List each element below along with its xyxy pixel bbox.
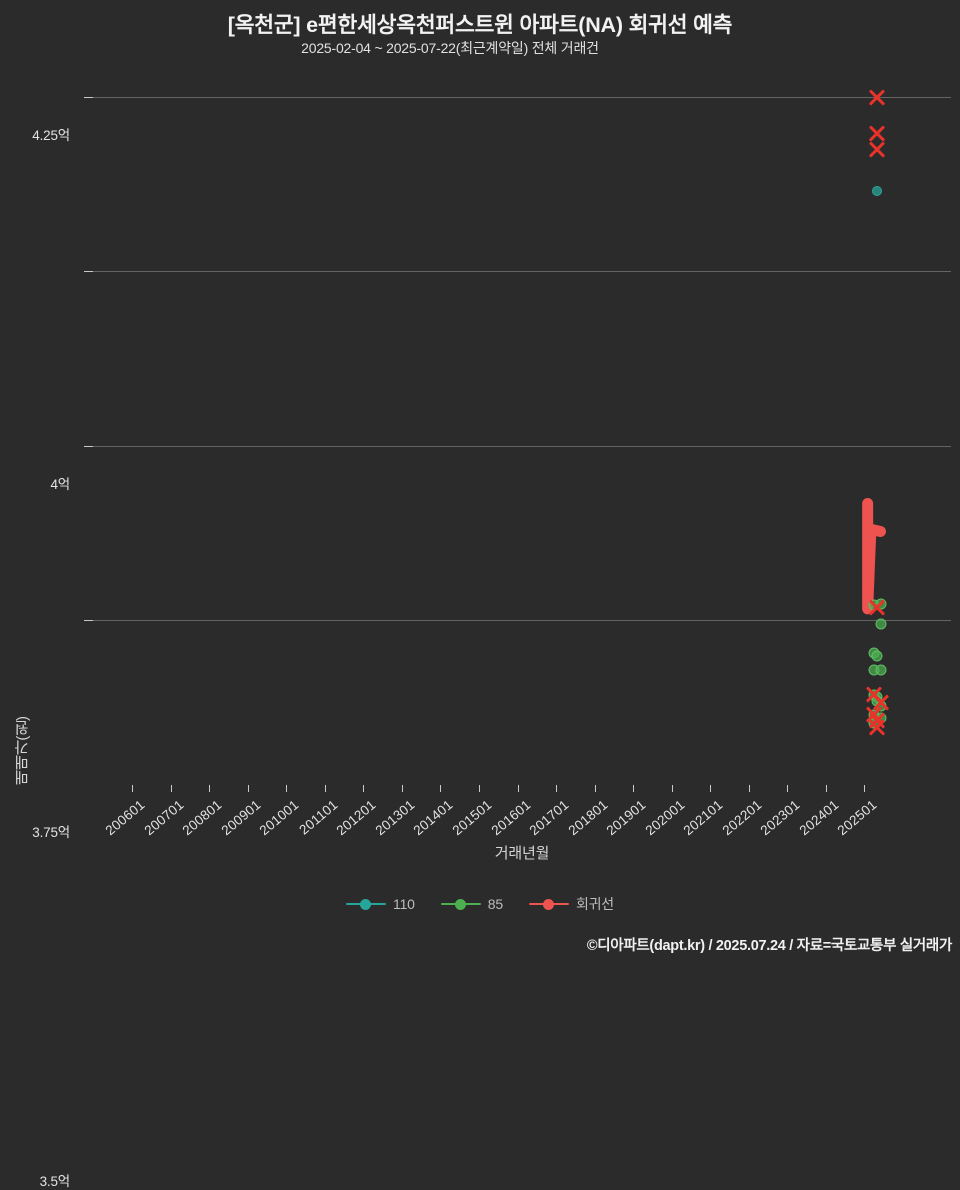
legend-swatch-icon bbox=[346, 897, 387, 911]
y-tick-mark: 3.5억 bbox=[40, 620, 93, 1189]
x-tick-mark bbox=[787, 785, 789, 792]
y-tick-label: 4.25억 bbox=[32, 128, 70, 143]
x-tick-label: 200801 bbox=[179, 797, 225, 839]
gridline bbox=[93, 271, 951, 273]
x-tick-mark bbox=[825, 785, 827, 792]
regression-line bbox=[862, 498, 887, 615]
x-tick-label: 201701 bbox=[526, 797, 572, 839]
x-tick-mark bbox=[324, 785, 326, 792]
chart-root: [옥천군] e편한세상옥천퍼스트윈 아파트(NA) 회귀선 예측 2025-02… bbox=[0, 0, 960, 960]
data-point[interactable] bbox=[872, 186, 883, 197]
legend-label: 회귀선 bbox=[575, 896, 614, 912]
regression-path bbox=[862, 498, 887, 615]
x-tick-label: 202301 bbox=[757, 797, 803, 839]
chart-subtitle: 2025-02-04 ~ 2025-07-22(최근계약일) 전체 거래건 bbox=[301, 40, 599, 56]
x-tick-label: 201801 bbox=[565, 797, 611, 839]
plot-area: 4.25억 4억 3.75억 3.5억 200601 200701 200801 20090… bbox=[32, 60, 951, 1189]
x-tick-label: 201401 bbox=[410, 797, 457, 839]
x-tick-mark bbox=[478, 785, 480, 792]
legend-label: 85 bbox=[487, 896, 503, 912]
x-tick-label: 200701 bbox=[141, 797, 187, 839]
x-tick-mark bbox=[710, 785, 712, 792]
data-point[interactable] bbox=[868, 717, 880, 728]
x-tick-label: 202401 bbox=[796, 797, 842, 839]
x-tick-label: 201101 bbox=[296, 797, 341, 838]
y-tick-label: 3.5억 bbox=[39, 1174, 71, 1189]
x-tick-label: 202201 bbox=[719, 797, 765, 839]
x-tick-label: 201001 bbox=[256, 797, 302, 839]
x-axis-title: 거래년월 bbox=[494, 845, 550, 862]
y-tick-label: 4억 bbox=[50, 476, 70, 492]
legend-swatch-icon bbox=[528, 897, 569, 911]
legend-label: 110 bbox=[393, 896, 415, 912]
y-tick-label: 3.75억 bbox=[32, 825, 70, 841]
x-tick-mark bbox=[132, 785, 133, 792]
data-point[interactable] bbox=[875, 700, 886, 712]
x-tick-mark bbox=[440, 785, 442, 792]
x-tick-label: 201201 bbox=[333, 797, 379, 839]
x-tick-mark bbox=[748, 785, 750, 792]
y-tick-mark: 4억 bbox=[50, 271, 93, 492]
legend-swatch-icon bbox=[440, 897, 481, 911]
x-tick-label: 201601 bbox=[488, 797, 534, 839]
footer-credit: ©디아파트(dapt.kr) / 2025.07.24 / 자료=국토교통부 실… bbox=[586, 938, 952, 954]
chart-title: [옥천군] e편한세상옥천퍼스트윈 아파트(NA) 회귀선 예측 bbox=[227, 13, 733, 37]
x-tick-label: 201501 bbox=[449, 797, 495, 839]
x-tick-label: 202501 bbox=[835, 797, 881, 839]
y-tick-mark: 3.75억 bbox=[32, 445, 93, 840]
data-point[interactable] bbox=[875, 598, 886, 610]
legend-item[interactable]: 회귀선 bbox=[528, 894, 614, 914]
y-axis-title: 매매가(원) bbox=[14, 716, 31, 785]
legend-item[interactable]: 85 bbox=[440, 896, 503, 912]
gridline bbox=[93, 620, 951, 621]
x-tick-label: 201301 bbox=[372, 797, 418, 839]
x-tick-mark bbox=[671, 785, 673, 792]
x-tick-mark bbox=[517, 785, 519, 792]
chart-legend: 110 85 회귀선 bbox=[0, 894, 960, 914]
x-tick-mark bbox=[401, 785, 403, 792]
data-point[interactable] bbox=[875, 664, 886, 675]
x-tick-label: 202001 bbox=[642, 797, 688, 839]
gridline bbox=[93, 445, 951, 447]
x-tick-mark bbox=[363, 785, 365, 792]
y-tick-mark: 4.25억 bbox=[32, 97, 93, 143]
gridline bbox=[93, 97, 951, 98]
data-point[interactable] bbox=[871, 650, 883, 662]
x-tick-mark bbox=[864, 785, 866, 792]
x-tick-mark bbox=[594, 785, 596, 792]
legend-item[interactable]: 110 bbox=[346, 896, 415, 912]
x-tick-mark bbox=[556, 785, 558, 792]
x-tick-mark bbox=[286, 785, 288, 792]
x-tick-mark bbox=[633, 785, 635, 792]
x-tick-mark bbox=[170, 785, 172, 792]
data-point[interactable] bbox=[875, 618, 886, 630]
x-tick-label: 202101 bbox=[680, 797, 726, 839]
x-tick-label: 201901 bbox=[603, 797, 649, 839]
x-tick-mark bbox=[247, 785, 249, 792]
x-tick-label: 200601 bbox=[102, 797, 148, 839]
x-tick-mark bbox=[209, 785, 211, 792]
x-tick-label: 200901 bbox=[218, 797, 264, 839]
